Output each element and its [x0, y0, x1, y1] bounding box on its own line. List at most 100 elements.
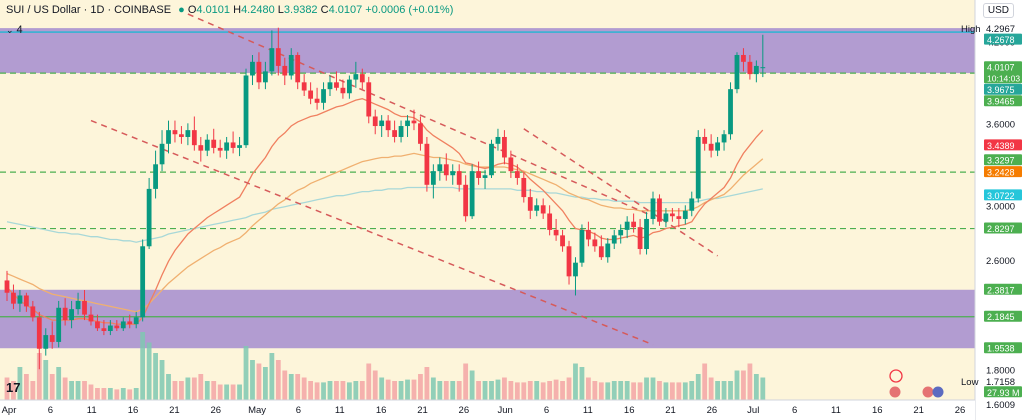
- x-tick-label: May: [248, 405, 266, 416]
- x-tick-label: 16: [872, 405, 883, 416]
- candle: [566, 240, 572, 285]
- candle-body: [82, 300, 87, 315]
- candle-body: [256, 61, 262, 83]
- candle: [75, 292, 81, 315]
- candle-body: [521, 177, 527, 198]
- tradingview-logo[interactable]: 17: [6, 380, 21, 395]
- price-tag-bg: [984, 166, 1022, 178]
- candle-body: [353, 74, 359, 80]
- volume-bar: [127, 389, 133, 402]
- candle: [547, 205, 553, 236]
- candle-body: [237, 145, 242, 148]
- candle-body: [540, 205, 546, 214]
- x-tick-label: 26: [459, 405, 470, 416]
- volume-bar: [379, 377, 385, 402]
- price-tag-bg: [984, 310, 1022, 322]
- candle: [372, 109, 378, 135]
- volume-bar: [676, 382, 682, 402]
- candle-body: [88, 314, 94, 322]
- y-tick-label: 3.0000: [986, 201, 1015, 212]
- volume-bar: [476, 381, 481, 402]
- candle-body: [379, 120, 385, 127]
- volume-bar: [527, 381, 533, 402]
- volume-bar: [269, 353, 275, 402]
- candle-body: [107, 325, 113, 331]
- volume-bar: [624, 381, 630, 402]
- volume-bar: [592, 381, 598, 402]
- volume-bar: [101, 388, 107, 402]
- symbol-title[interactable]: SUI / US Dollar · 1D · COINBASE: [6, 4, 172, 16]
- volume-bar: [250, 360, 255, 402]
- candle-body: [598, 246, 604, 258]
- candle: [579, 224, 585, 267]
- volume-bar: [424, 367, 430, 402]
- candle-body: [747, 61, 753, 75]
- volume-bar: [179, 381, 184, 402]
- x-tick-label: 16: [376, 405, 387, 416]
- candle: [95, 314, 100, 331]
- price-marker-label: Low: [961, 377, 979, 388]
- volume-bar: [346, 382, 352, 402]
- volume-bar: [359, 381, 365, 402]
- low-value: 3.9382: [283, 4, 318, 16]
- candle-body: [502, 136, 507, 158]
- ema-mid-line: [6, 152, 764, 313]
- candle-body: [605, 243, 611, 258]
- flag-icon: [889, 386, 901, 398]
- candle-body: [482, 175, 488, 178]
- price-tag-bg: [984, 386, 1022, 398]
- candle: [166, 120, 171, 154]
- indicators-toggle[interactable]: ⌄ 4: [6, 24, 23, 36]
- volume-bar: [534, 381, 540, 402]
- volume-bar: [398, 381, 404, 402]
- candle-body: [250, 61, 255, 76]
- volume-bar: [495, 379, 501, 402]
- price-tag-bg: [984, 95, 1022, 107]
- candle-body: [411, 120, 417, 124]
- candle-body: [179, 134, 184, 137]
- volume-bar: [411, 379, 417, 402]
- price-tag-text: 3.0722: [987, 191, 1015, 201]
- candle-body: [211, 139, 217, 148]
- candle: [191, 116, 197, 151]
- close-label: C: [320, 4, 329, 16]
- candle-body: [663, 213, 669, 222]
- x-tick-label: 21: [665, 405, 676, 416]
- candle-body: [650, 198, 656, 219]
- volume-bar: [663, 382, 669, 402]
- candle-body: [204, 139, 210, 151]
- candle: [56, 300, 62, 348]
- x-tick-label: 11: [87, 405, 97, 416]
- candle: [140, 239, 146, 322]
- x-tick-label: Jun: [498, 405, 513, 416]
- candle: [450, 164, 456, 185]
- currency-button[interactable]: USD: [982, 3, 1014, 18]
- candle-body: [753, 65, 759, 75]
- candle: [715, 136, 720, 157]
- candle: [256, 52, 262, 90]
- candle: [88, 306, 94, 326]
- volume-bar: [166, 374, 171, 402]
- candle: [230, 131, 236, 154]
- volume-bar: [340, 381, 346, 402]
- x-tick-label: 21: [169, 405, 180, 416]
- volume-bar: [224, 384, 230, 402]
- volume-bar: [631, 382, 637, 402]
- volume-bar: [508, 381, 514, 402]
- volume-bar: [443, 381, 449, 402]
- volume-bar: [120, 388, 126, 402]
- symbol-header: SUI / US Dollar · 1D · COINBASE ● O4.010…: [6, 4, 454, 16]
- volume-bar: [547, 381, 553, 402]
- volume-bar: [288, 374, 294, 402]
- candle-body: [637, 227, 643, 250]
- candle: [469, 164, 475, 219]
- volume-bar: [153, 353, 158, 402]
- candle: [185, 123, 191, 146]
- candle: [424, 136, 430, 192]
- x-tick-label: 11: [831, 405, 841, 416]
- candle: [237, 136, 242, 157]
- volume-bar: [314, 382, 320, 402]
- price-tag-bg: [984, 61, 1022, 84]
